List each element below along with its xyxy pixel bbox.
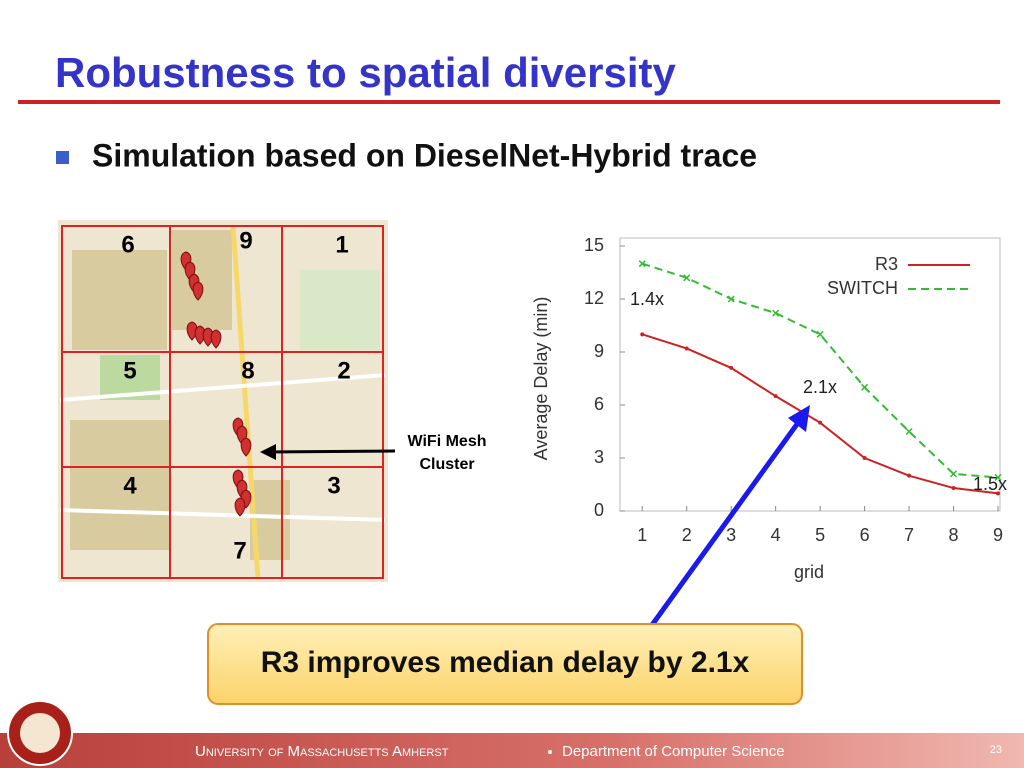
pin [234, 497, 246, 517]
map-road [59, 508, 386, 522]
bullet-text: Simulation based on DieselNet-Hybrid tra… [92, 137, 757, 173]
point [684, 346, 689, 351]
callout-arrow [649, 418, 803, 627]
series-line [641, 262, 999, 479]
plot-frame [619, 237, 1001, 512]
point [905, 427, 913, 436]
map-area [70, 420, 170, 550]
x-axis-label: grid [794, 562, 824, 582]
x-tick-label: 3 [726, 525, 736, 545]
point [861, 383, 869, 391]
pins [180, 251, 252, 517]
annotation: 2.1x [803, 377, 837, 397]
point [949, 470, 958, 478]
footer-bar [0, 733, 1024, 768]
y-tick-label: 15 [584, 235, 604, 255]
point [818, 420, 823, 425]
x-tick-label: 2 [682, 525, 692, 545]
point [816, 330, 824, 338]
map-area [172, 230, 232, 330]
grid-label: 7 [233, 537, 246, 564]
x-tick-label: 6 [860, 525, 870, 545]
x-tick-label: 8 [949, 525, 959, 545]
y-tick-label: 9 [594, 341, 604, 361]
grid-label: 9 [239, 227, 252, 254]
footer-department: Department of Computer Science [562, 743, 785, 760]
point [773, 394, 778, 399]
pin [210, 329, 222, 349]
y-axis-label: Average Delay (min) [531, 297, 551, 461]
series-line [641, 333, 999, 495]
point [996, 491, 1000, 496]
arrow [264, 449, 396, 454]
x-tick-label: 9 [993, 525, 1003, 545]
map-annotation: WiFi Mesh [408, 433, 487, 450]
arrow-head [260, 444, 276, 460]
point [772, 309, 780, 317]
point [683, 274, 691, 282]
bullet-icon [56, 151, 69, 164]
callout-text: R3 improves median delay by 2.1x [261, 646, 750, 679]
point [862, 456, 867, 460]
footer-dot [548, 750, 552, 754]
map-grid [61, 225, 384, 579]
point [994, 473, 1002, 481]
grid-label: 1 [335, 231, 348, 258]
point [729, 365, 734, 370]
slide-title: Robustness to spatial diversity [55, 49, 676, 96]
point [907, 473, 912, 478]
grid-label: 2 [337, 357, 350, 384]
grid-label: 6 [121, 231, 134, 258]
point [638, 260, 646, 268]
pin [192, 281, 204, 301]
point [727, 295, 735, 303]
map-annotation: Cluster [419, 456, 474, 473]
map-area [72, 250, 167, 350]
annotation: 1.4x [630, 289, 664, 309]
x-tick-label: 5 [815, 525, 825, 545]
legend-label: R3 [875, 254, 898, 274]
map: WiFi Mesh Cluster [58, 220, 486, 582]
map-road [230, 224, 261, 579]
callout-box [207, 623, 803, 705]
y-tick-label: 6 [594, 394, 604, 414]
page-number: 23 [990, 744, 1002, 756]
map-road [59, 373, 386, 402]
callout-arrow-head [788, 405, 810, 432]
annotation: 1.5x [973, 474, 1007, 494]
y-tick-label: 3 [594, 447, 604, 467]
logo-inner [20, 713, 60, 753]
grid-label: 4 [123, 472, 137, 499]
x-tick-label: 7 [904, 525, 914, 545]
footer-university: University of Massachusetts Amherst [195, 743, 449, 760]
y-tick-label: 0 [594, 500, 604, 520]
x-tick-label: 4 [771, 525, 781, 545]
legend-label: SWITCH [827, 278, 898, 298]
map-park [300, 270, 380, 350]
y-tick-label: 12 [584, 288, 604, 308]
grid-label: 3 [327, 472, 340, 499]
pin [240, 437, 252, 457]
grid-label: 5 [123, 357, 136, 384]
point [951, 486, 956, 491]
point [640, 332, 645, 337]
x-tick-label: 1 [637, 525, 647, 545]
grid-label: 8 [241, 357, 254, 384]
